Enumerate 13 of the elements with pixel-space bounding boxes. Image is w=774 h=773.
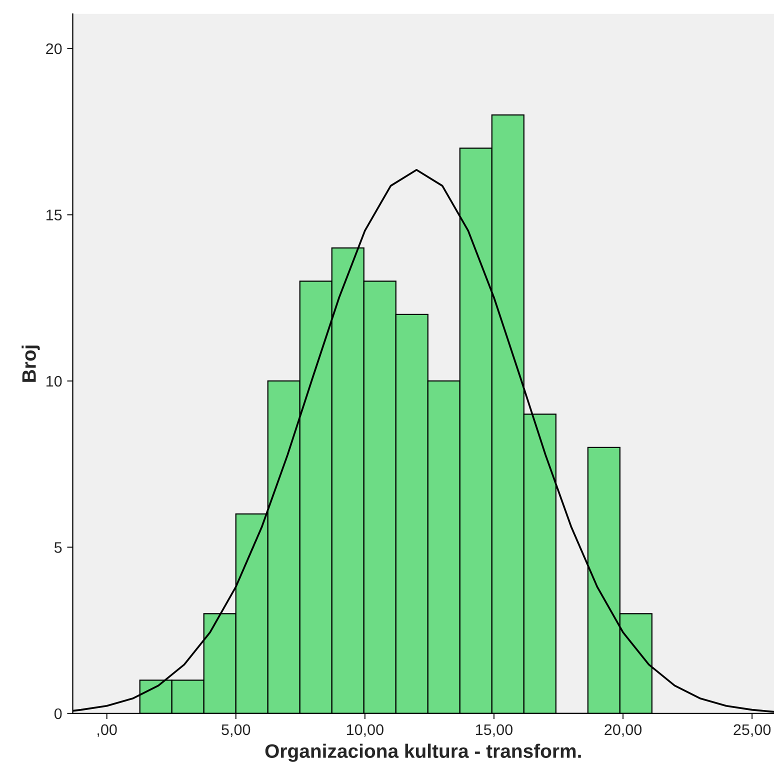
y-tick-label: 0 (54, 708, 62, 720)
x-tick-label: ,00 (98, 724, 117, 737)
y-axis-title: Broj (22, 346, 40, 382)
x-tick-label: 5,00 (222, 724, 250, 737)
x-tick-label: 20,00 (604, 724, 642, 737)
y-tick-label: 10 (46, 376, 62, 387)
x-tick-label: 15,00 (476, 724, 512, 737)
y-tick-label: 20 (46, 43, 62, 54)
x-tick-label: 10,00 (346, 724, 384, 737)
y-tick-label: 15 (46, 210, 62, 220)
x-axis-title: Organizaciona kultura - transform. (265, 744, 581, 762)
x-tick-label: 25,00 (734, 724, 771, 737)
y-tick-label: 5 (54, 542, 62, 553)
